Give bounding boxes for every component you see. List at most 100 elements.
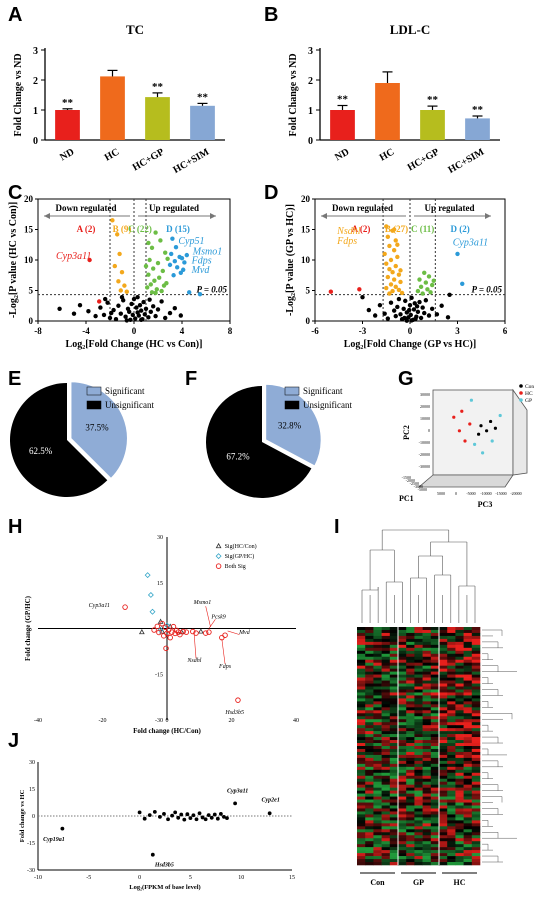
heatmap-cell [455, 701, 464, 705]
heatmap-cell [398, 671, 407, 675]
heatmap-cell [406, 677, 415, 681]
heatmap-cell [381, 671, 391, 675]
heatmap-cell [422, 808, 432, 812]
heatmap-cell [389, 719, 399, 723]
heatmap-cell [430, 784, 440, 788]
heatmap-cell [471, 635, 481, 640]
heatmap-cell [447, 832, 456, 836]
heatmap-cell [406, 716, 415, 720]
data-point [169, 251, 174, 257]
heatmap-cell [357, 632, 366, 637]
heatmap-cell [430, 841, 440, 845]
heatmap-cell [455, 740, 464, 744]
data-point [146, 272, 151, 277]
heatmap-cell [381, 627, 391, 631]
heatmap-cell [463, 778, 473, 782]
gene-label: Nsdhl [336, 226, 361, 237]
heatmap-cell [398, 802, 407, 806]
heatmap-cell [381, 722, 391, 726]
heatmap-cell [422, 632, 432, 637]
heatmap-cell [439, 728, 448, 732]
y-tick-label: 15 [157, 581, 163, 587]
category-label: ND [58, 147, 76, 164]
group-label: D (2) [451, 224, 470, 234]
data-point [203, 817, 208, 822]
data-point [163, 315, 168, 321]
data-point [396, 272, 402, 277]
heatmap-cell [471, 728, 481, 732]
heatmap-cell [381, 743, 391, 747]
heatmap-cell [439, 757, 448, 762]
heatmap-cell [373, 740, 382, 744]
point-sig-gp [149, 608, 156, 615]
heatmap-cell [455, 671, 464, 675]
heatmap-cell [365, 817, 374, 821]
heatmap-cell [373, 850, 382, 854]
data-point [111, 307, 116, 313]
data-point [426, 274, 432, 279]
heatmap-cell [389, 737, 399, 741]
heatmap-cell [381, 757, 391, 762]
heatmap-cell [455, 814, 464, 818]
heatmap-cell [414, 650, 423, 655]
heatmap-cell [381, 686, 391, 690]
heatmap-cell [471, 725, 481, 729]
heatmap-cell [381, 784, 391, 788]
data-point [429, 306, 435, 311]
x-tick-label: -10 [34, 875, 42, 881]
heatmap-cell [422, 859, 432, 863]
heatmap-cell [430, 656, 440, 661]
heatmap-cell [406, 689, 415, 693]
heatmap-cell [357, 668, 366, 672]
heatmap-cell [430, 805, 440, 809]
heatmap-cell [447, 707, 456, 711]
heatmap-cell [398, 707, 407, 711]
heatmap-cell [373, 847, 382, 851]
heatmap-cell [398, 665, 407, 669]
heatmap-cell [422, 668, 432, 672]
heatmap-cell [455, 641, 464, 646]
heatmap-cell [447, 728, 456, 732]
heatmap-cell [439, 829, 448, 833]
heatmap-cell [422, 772, 432, 777]
heatmap-cell [406, 841, 415, 845]
heatmap-cell [398, 746, 407, 750]
heatmap-cell [406, 635, 415, 640]
panel-letter-c: C [8, 182, 23, 204]
heatmap-cell [455, 856, 464, 860]
heatmap-cell [389, 787, 399, 791]
data-point [123, 314, 128, 319]
heatmap-cell [381, 719, 391, 723]
heatmap-cell [406, 698, 415, 702]
heatmap-cell [373, 653, 382, 658]
heatmap-cell [455, 704, 464, 708]
heatmap-cell [455, 653, 464, 658]
heatmap-cell [447, 641, 456, 646]
heatmap-cell [398, 722, 407, 726]
heatmap-cell [471, 641, 481, 646]
x-tick-label: 10 [238, 875, 244, 881]
heatmap-cell [373, 778, 382, 782]
heatmap-cell [455, 710, 464, 714]
heatmap-cell [422, 650, 432, 655]
heatmap-cell [463, 775, 473, 780]
heatmap-cell [430, 638, 440, 643]
heatmap-cell [430, 731, 440, 735]
heatmap-cell [471, 838, 481, 842]
heatmap-cell [357, 772, 366, 777]
point-both-sig [169, 629, 175, 635]
data-point [139, 317, 144, 322]
heatmap-cell [471, 644, 481, 649]
data-point [107, 315, 113, 321]
heatmap-cell [414, 799, 423, 803]
heatmap-cell [422, 644, 432, 649]
heatmap-cell [471, 769, 481, 774]
heatmap-cell [381, 829, 391, 833]
panel-letter-i: I [334, 516, 340, 538]
heatmap-cell [439, 686, 448, 690]
heatmap-cell [406, 641, 415, 646]
heatmap-cell [463, 641, 473, 646]
heatmap-cell [381, 737, 391, 741]
heatmap-cell [389, 862, 399, 866]
point-both-sig [172, 630, 178, 637]
